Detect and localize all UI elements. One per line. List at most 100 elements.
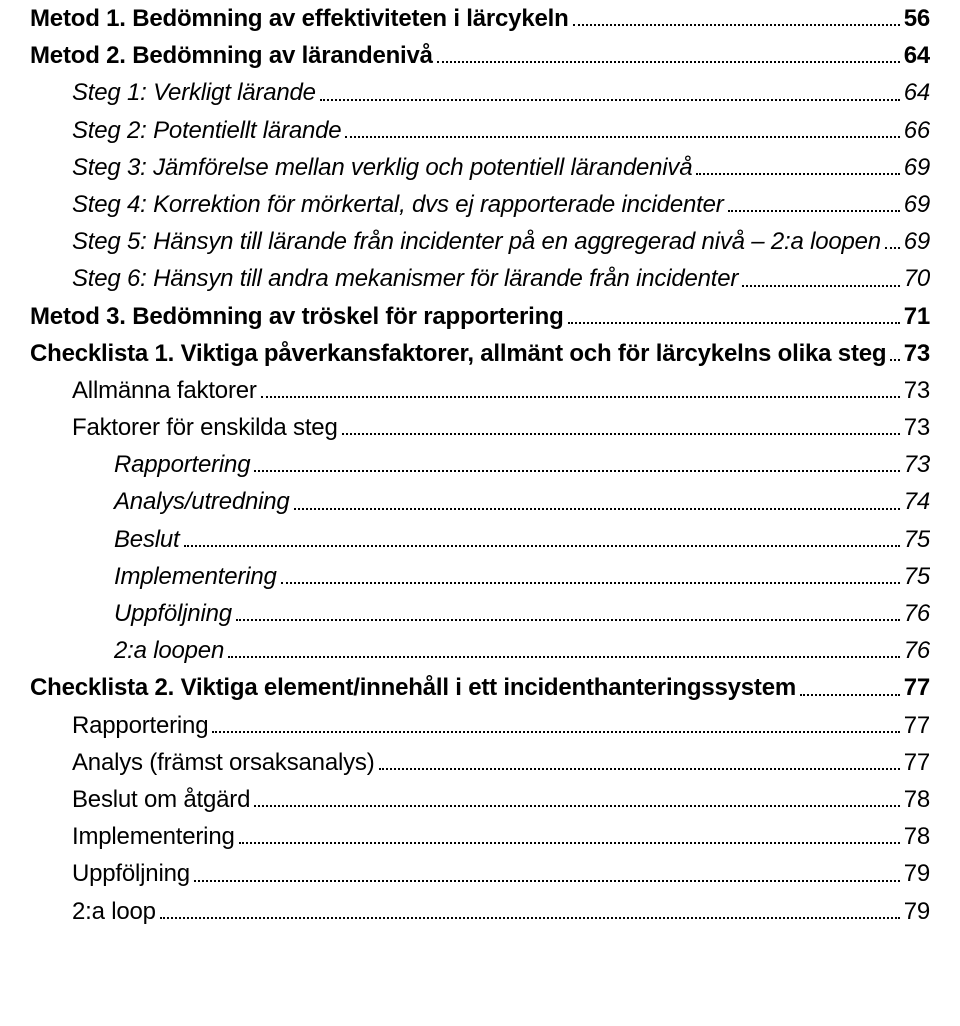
- toc-leader-dots: [573, 24, 900, 26]
- toc-entry-page: 73: [904, 372, 930, 409]
- toc-entry-label: Steg 6: Hänsyn till andra mekanismer för…: [72, 260, 738, 297]
- toc-entry-page: 76: [904, 632, 930, 669]
- toc-entry: Checklista 1. Viktiga påverkansfaktorer,…: [30, 335, 930, 372]
- toc-entry-label: Faktorer för enskilda steg: [72, 409, 338, 446]
- toc-entry-label: Steg 1: Verkligt lärande: [72, 74, 316, 111]
- toc-entry-label: Beslut: [114, 521, 180, 558]
- toc-entry-page: 73: [904, 446, 930, 483]
- toc-entry-label: 2:a loopen: [114, 632, 224, 669]
- toc-entry-page: 69: [904, 186, 930, 223]
- toc-leader-dots: [437, 61, 900, 63]
- toc-entry: Metod 3. Bedömning av tröskel för rappor…: [30, 298, 930, 335]
- toc-entry: Analys/utredning 74: [30, 483, 930, 520]
- toc-entry-label: Metod 1. Bedömning av effektiviteten i l…: [30, 0, 569, 37]
- toc-entry: Steg 3: Jämförelse mellan verklig och po…: [30, 149, 930, 186]
- toc-entry-page: 71: [904, 298, 930, 335]
- toc-entry-page: 69: [904, 149, 930, 186]
- toc-entry-label: Steg 2: Potentiellt lärande: [72, 112, 341, 149]
- toc-leader-dots: [294, 508, 900, 510]
- toc-entry-page: 64: [904, 74, 930, 111]
- toc-entry-page: 75: [904, 521, 930, 558]
- toc-entry-page: 78: [904, 781, 930, 818]
- toc-entry: Metod 1. Bedömning av effektiviteten i l…: [30, 0, 930, 37]
- toc-entry: Rapportering 73: [30, 446, 930, 483]
- toc-entry: Beslut om åtgärd 78: [30, 781, 930, 818]
- toc-entry-page: 76: [904, 595, 930, 632]
- toc-entry: Uppföljning 79: [30, 855, 930, 892]
- toc-entry-label: Steg 3: Jämförelse mellan verklig och po…: [72, 149, 692, 186]
- toc-entry: Implementering 78: [30, 818, 930, 855]
- toc-entry-label: Metod 3. Bedömning av tröskel för rappor…: [30, 298, 564, 335]
- toc-entry: Beslut 75: [30, 521, 930, 558]
- toc-leader-dots: [742, 285, 899, 287]
- toc-leader-dots: [320, 99, 900, 101]
- toc-entry-page: 79: [904, 855, 930, 892]
- toc-entry-label: Implementering: [114, 558, 277, 595]
- toc-leader-dots: [261, 396, 900, 398]
- toc-leader-dots: [254, 805, 899, 807]
- toc-leader-dots: [345, 136, 899, 138]
- toc-entry: Steg 2: Potentiellt lärande 66: [30, 112, 930, 149]
- toc-entry-page: 73: [904, 409, 930, 446]
- toc-entry-page: 77: [904, 669, 930, 706]
- toc-entry-label: Checklista 1. Viktiga påverkansfaktorer,…: [30, 335, 886, 372]
- toc-leader-dots: [568, 322, 900, 324]
- toc-entry-label: Steg 4: Korrektion för mörkertal, dvs ej…: [72, 186, 724, 223]
- toc-leader-dots: [800, 694, 900, 696]
- toc-entry-label: Uppföljning: [114, 595, 232, 632]
- toc-entry: 2:a loop 79: [30, 893, 930, 930]
- toc-entry: Metod 2. Bedömning av lärandenivå 64: [30, 37, 930, 74]
- toc-entry-label: Analys (främst orsaksanalys): [72, 744, 375, 781]
- toc-entry-label: Allmänna faktorer: [72, 372, 257, 409]
- toc-entry-label: Checklista 2. Viktiga element/innehåll i…: [30, 669, 796, 706]
- toc-entry-label: Rapportering: [72, 707, 208, 744]
- toc-entry: Steg 6: Hänsyn till andra mekanismer för…: [30, 260, 930, 297]
- toc-entry: Steg 1: Verkligt lärande 64: [30, 74, 930, 111]
- toc-leader-dots: [212, 731, 899, 733]
- toc-entry-label: Metod 2. Bedömning av lärandenivå: [30, 37, 433, 74]
- toc-entry-label: Steg 5: Hänsyn till lärande från inciden…: [72, 223, 881, 260]
- toc-leader-dots: [281, 582, 900, 584]
- toc-entry: Rapportering 77: [30, 707, 930, 744]
- toc-entry-label: Uppföljning: [72, 855, 190, 892]
- toc-entry-page: 75: [904, 558, 930, 595]
- toc-entry-page: 78: [904, 818, 930, 855]
- toc-leader-dots: [890, 359, 899, 361]
- toc-leader-dots: [728, 210, 900, 212]
- toc-leader-dots: [379, 768, 900, 770]
- toc-entry-label: Rapportering: [114, 446, 250, 483]
- toc-entry-page: 74: [904, 483, 930, 520]
- toc-entry: Uppföljning 76: [30, 595, 930, 632]
- toc-leader-dots: [696, 173, 899, 175]
- toc-entry-page: 56: [904, 0, 930, 37]
- toc-entry: Implementering 75: [30, 558, 930, 595]
- toc-entry-page: 66: [904, 112, 930, 149]
- toc-leader-dots: [236, 619, 900, 621]
- toc-entry-label: Beslut om åtgärd: [72, 781, 250, 818]
- toc-entry: 2:a loopen 76: [30, 632, 930, 669]
- toc-entry-page: 64: [904, 37, 930, 74]
- toc-leader-dots: [184, 545, 900, 547]
- toc-entry: Allmänna faktorer 73: [30, 372, 930, 409]
- toc-entry: Analys (främst orsaksanalys) 77: [30, 744, 930, 781]
- toc-entry: Steg 5: Hänsyn till lärande från inciden…: [30, 223, 930, 260]
- toc-leader-dots: [228, 656, 900, 658]
- toc-entry: Steg 4: Korrektion för mörkertal, dvs ej…: [30, 186, 930, 223]
- toc-leader-dots: [885, 247, 900, 249]
- toc-leader-dots: [342, 433, 900, 435]
- toc-entry-label: Implementering: [72, 818, 235, 855]
- toc-leader-dots: [239, 842, 900, 844]
- toc-entry-page: 69: [904, 223, 930, 260]
- toc-leader-dots: [160, 917, 900, 919]
- toc-entry-page: 79: [904, 893, 930, 930]
- toc-entry-page: 77: [904, 744, 930, 781]
- toc-entry-label: 2:a loop: [72, 893, 156, 930]
- toc-entry: Faktorer för enskilda steg 73: [30, 409, 930, 446]
- toc-leader-dots: [194, 880, 900, 882]
- toc-entry-page: 73: [904, 335, 930, 372]
- toc-entry-page: 70: [904, 260, 930, 297]
- toc-entry-label: Analys/utredning: [114, 483, 290, 520]
- toc-entry-page: 77: [904, 707, 930, 744]
- toc-list: Metod 1. Bedömning av effektiviteten i l…: [30, 0, 930, 930]
- toc-leader-dots: [254, 470, 899, 472]
